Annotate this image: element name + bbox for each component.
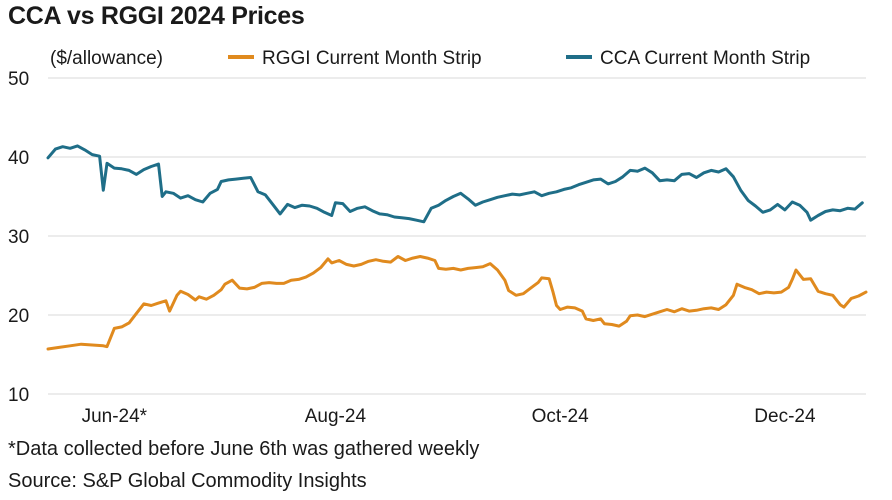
legend-label: RGGI Current Month Strip — [262, 48, 482, 69]
series-line-cca — [46, 144, 864, 224]
y-tick-label: 50 — [8, 69, 29, 90]
chart-title: CCA vs RGGI 2024 Prices — [8, 2, 305, 30]
x-tick-label: Oct-24 — [532, 406, 589, 427]
y-tick-label: 40 — [8, 148, 29, 169]
y-tick-label: 20 — [8, 306, 29, 327]
y-tick-label: 30 — [8, 227, 29, 248]
source-note: Source: S&P Global Commodity Insights — [8, 470, 367, 492]
series-line-rggi — [46, 255, 868, 351]
x-tick-label: Jun-24* — [82, 406, 148, 427]
gridlines — [48, 77, 866, 395]
y-axis-label: ($/allowance) — [50, 48, 163, 69]
legend-label: CCA Current Month Strip — [600, 48, 810, 69]
footnote: *Data collected before June 6th was gath… — [8, 438, 480, 460]
x-tick-label: Aug-24 — [305, 406, 367, 427]
y-tick-label: 10 — [8, 385, 29, 406]
x-tick-label: Dec-24 — [754, 406, 816, 427]
x-axis-ticks: Jun-24* Aug-24 Oct-24 Dec-24 — [82, 406, 816, 427]
legend: ($/allowance) RGGI Current Month Strip CC… — [50, 48, 810, 69]
series-lines — [46, 144, 868, 351]
y-axis-ticks: 10 20 30 40 50 — [8, 69, 29, 406]
